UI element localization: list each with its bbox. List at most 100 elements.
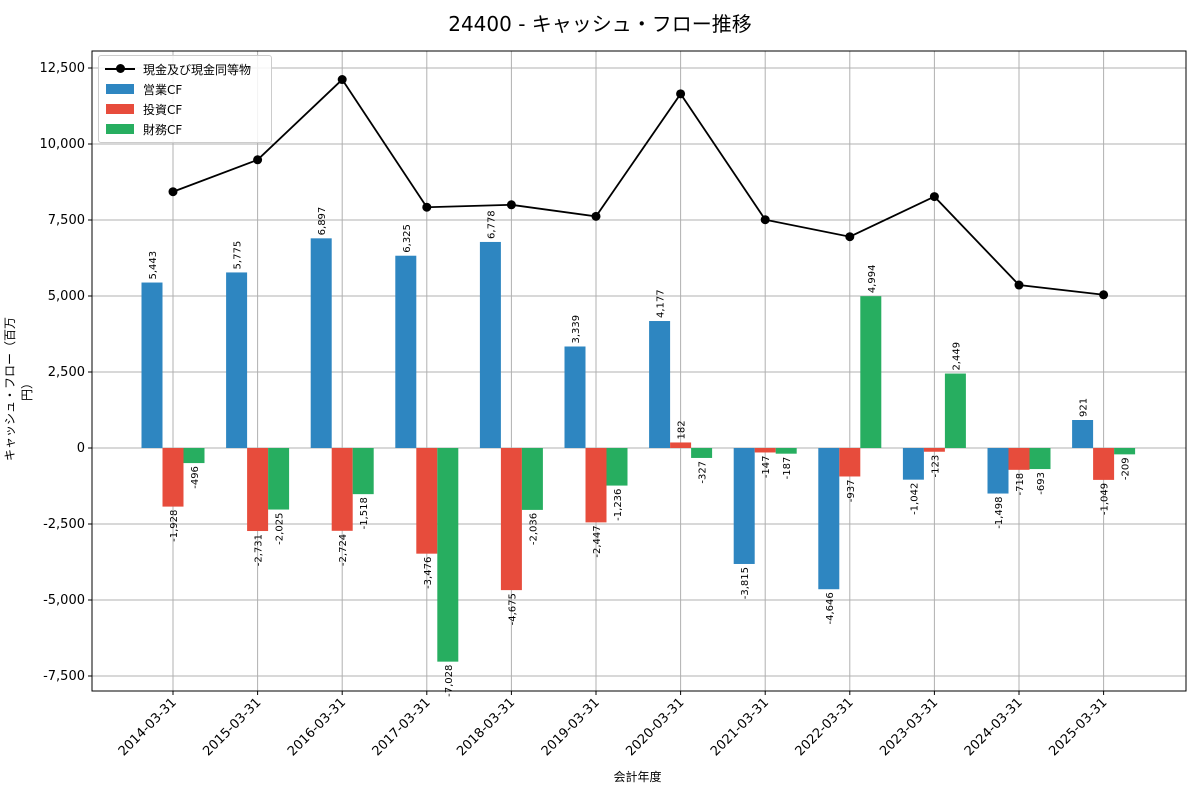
legend-item-investing: 投資CF <box>105 99 182 119</box>
x-tick-label: 2022-03-31 <box>793 695 857 759</box>
y-tick-label: 5,000 <box>48 289 85 304</box>
x-tick-label: 2024-03-31 <box>962 695 1026 759</box>
bar-value-label: 2,449 <box>951 342 962 371</box>
bar <box>923 448 945 452</box>
bar <box>352 448 374 495</box>
bar-value-label: 6,778 <box>486 210 497 239</box>
bar <box>1029 448 1051 470</box>
bar <box>141 282 163 448</box>
bar <box>987 448 1009 494</box>
bar <box>183 448 205 464</box>
legend-swatch-operating <box>106 84 134 94</box>
bar <box>860 296 882 448</box>
bar <box>437 448 459 662</box>
bar <box>564 346 586 448</box>
x-tick-label: 2017-03-31 <box>370 695 434 759</box>
bar-value-label: 5,443 <box>148 251 159 280</box>
bar-value-label: -2,025 <box>275 513 286 545</box>
x-tick-label: 2015-03-31 <box>200 695 264 759</box>
bar <box>691 448 713 458</box>
x-tick-label: 2019-03-31 <box>539 695 603 759</box>
y-tick-label: -7,500 <box>43 669 85 684</box>
bar <box>500 448 522 591</box>
legend-label-investing: 投資CF <box>143 102 183 117</box>
bar-value-label: -209 <box>1121 457 1132 480</box>
bar-value-label: 6,897 <box>317 207 328 236</box>
legend-swatch-investing <box>106 104 134 114</box>
bar <box>521 448 543 510</box>
x-tick-label: 2020-03-31 <box>623 695 687 759</box>
bar-value-label: -937 <box>846 479 857 502</box>
bar <box>1072 420 1094 448</box>
bar-value-label: -1,518 <box>359 497 370 529</box>
cash-point <box>1014 280 1024 290</box>
bar-value-label: 921 <box>1079 398 1090 417</box>
bar-value-label: 4,177 <box>656 289 667 318</box>
y-tick-label: 7,500 <box>48 213 85 228</box>
cash-point <box>422 202 432 212</box>
bar <box>268 448 290 510</box>
legend-label-financing: 財務CF <box>143 122 183 137</box>
chart-title: 24400 - キャッシュ・フロー推移 <box>448 12 752 36</box>
y-tick-label: 10,000 <box>40 137 86 152</box>
bar <box>162 448 184 507</box>
bar <box>416 448 438 554</box>
bar-value-label: -1,042 <box>909 483 920 515</box>
bar-value-label: 182 <box>677 420 688 439</box>
bar-value-label: -1,498 <box>994 497 1005 529</box>
cash-point <box>506 200 516 210</box>
bar <box>670 442 692 448</box>
legend-label-cash: 現金及び現金同等物 <box>143 62 252 77</box>
bar <box>310 238 332 448</box>
legend-item-operating: 営業CF <box>105 79 182 99</box>
bar-value-label: -3,476 <box>423 557 434 589</box>
x-tick-label: 2018-03-31 <box>454 695 518 759</box>
bar <box>1093 448 1115 480</box>
bar-value-label: -2,036 <box>528 513 539 545</box>
cash-point <box>845 232 855 242</box>
cash-point <box>337 75 347 85</box>
cash-point <box>676 89 686 99</box>
bar-value-label: -187 <box>782 457 793 480</box>
bar-value-label: 5,775 <box>233 241 244 270</box>
bar-value-label: -1,928 <box>169 510 180 542</box>
x-tick-label: 2016-03-31 <box>285 695 349 759</box>
bar <box>226 272 248 448</box>
cash-point <box>1099 290 1109 300</box>
bar <box>818 448 840 590</box>
cash-line <box>172 78 1104 296</box>
cash-point <box>760 215 770 225</box>
legend-line-marker-icon <box>105 59 135 79</box>
bar-value-label: -327 <box>698 461 709 484</box>
bar <box>331 448 353 531</box>
bar <box>839 448 861 477</box>
y-tick-label: -5,000 <box>43 593 85 608</box>
bar <box>944 373 966 448</box>
bar <box>649 321 671 448</box>
legend-item-financing: 財務CF <box>105 119 182 139</box>
bar-value-label: -4,675 <box>507 593 518 625</box>
bar <box>606 448 628 486</box>
cash-point <box>168 187 178 197</box>
bar <box>775 448 797 454</box>
bar <box>247 448 269 532</box>
bar-value-label: -123 <box>930 455 941 478</box>
x-tick-label: 2023-03-31 <box>877 695 941 759</box>
legend-label-operating: 営業CF <box>143 82 183 97</box>
plot-frame <box>91 50 1187 692</box>
bar <box>754 448 776 453</box>
bar-value-label: -2,447 <box>592 525 603 557</box>
bar-value-label: -693 <box>1036 472 1047 495</box>
bar-value-label: -4,646 <box>825 592 836 624</box>
bar-value-label: 6,325 <box>402 224 413 253</box>
bar <box>733 448 755 564</box>
legend: 現金及び現金同等物 営業CF 投資CF 財務CF <box>98 55 272 143</box>
bar-value-label: -3,815 <box>740 567 751 599</box>
y-tick-label: 0 <box>77 441 85 456</box>
y-axis-label: キャッシュ・フロー（百万円） <box>3 317 34 462</box>
x-tick-label: 2014-03-31 <box>116 695 180 759</box>
bar-value-label: -147 <box>761 455 772 478</box>
cash-point <box>253 155 263 165</box>
bar <box>1008 448 1030 470</box>
